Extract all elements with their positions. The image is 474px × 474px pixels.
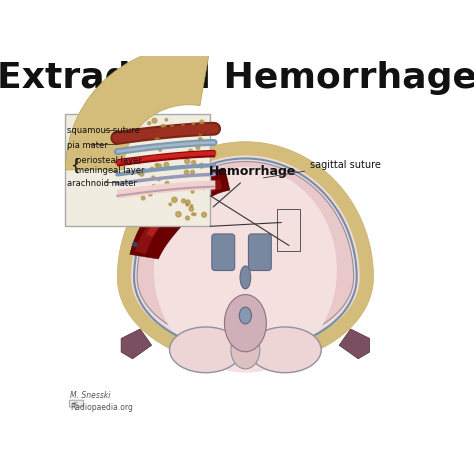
Polygon shape bbox=[135, 179, 222, 254]
Text: sagittal suture: sagittal suture bbox=[264, 160, 381, 178]
FancyBboxPatch shape bbox=[212, 234, 235, 271]
Circle shape bbox=[184, 170, 189, 174]
Ellipse shape bbox=[239, 307, 252, 324]
Circle shape bbox=[169, 203, 172, 206]
Circle shape bbox=[137, 160, 140, 164]
Circle shape bbox=[152, 118, 157, 123]
Circle shape bbox=[165, 182, 169, 185]
Circle shape bbox=[185, 200, 190, 205]
Circle shape bbox=[157, 178, 161, 181]
Circle shape bbox=[145, 218, 149, 222]
FancyBboxPatch shape bbox=[65, 113, 210, 226]
Text: meningeal layer: meningeal layer bbox=[76, 166, 145, 175]
Circle shape bbox=[199, 139, 202, 143]
Circle shape bbox=[191, 191, 194, 193]
Circle shape bbox=[147, 122, 151, 125]
Circle shape bbox=[191, 213, 194, 215]
Ellipse shape bbox=[231, 331, 260, 369]
Polygon shape bbox=[146, 185, 212, 237]
Circle shape bbox=[186, 181, 190, 185]
Circle shape bbox=[165, 118, 168, 121]
Circle shape bbox=[189, 207, 193, 211]
Circle shape bbox=[182, 199, 185, 203]
Circle shape bbox=[168, 154, 173, 159]
Circle shape bbox=[154, 134, 159, 139]
Ellipse shape bbox=[170, 327, 242, 373]
Text: M. Snesski: M. Snesski bbox=[70, 391, 110, 400]
Circle shape bbox=[170, 132, 173, 135]
Text: Radiopaedia.org: Radiopaedia.org bbox=[70, 403, 133, 412]
Text: Hemorrhage: Hemorrhage bbox=[210, 165, 297, 207]
Circle shape bbox=[202, 187, 205, 190]
Circle shape bbox=[201, 141, 205, 145]
Ellipse shape bbox=[249, 327, 321, 373]
Text: arachnoid mater: arachnoid mater bbox=[67, 179, 137, 188]
Circle shape bbox=[176, 211, 181, 217]
Circle shape bbox=[182, 125, 185, 128]
Text: pia mater: pia mater bbox=[67, 141, 108, 150]
Polygon shape bbox=[121, 329, 152, 359]
Circle shape bbox=[199, 164, 204, 168]
Circle shape bbox=[137, 170, 142, 174]
Ellipse shape bbox=[240, 266, 251, 289]
Text: periosteal layer: periosteal layer bbox=[76, 155, 142, 164]
Circle shape bbox=[199, 137, 202, 141]
Circle shape bbox=[181, 155, 185, 159]
Circle shape bbox=[152, 184, 155, 187]
Circle shape bbox=[212, 171, 216, 175]
Polygon shape bbox=[339, 329, 370, 359]
Circle shape bbox=[185, 159, 190, 164]
Polygon shape bbox=[118, 142, 374, 365]
Circle shape bbox=[140, 172, 144, 176]
Wedge shape bbox=[65, 47, 210, 170]
Circle shape bbox=[198, 131, 202, 135]
Circle shape bbox=[148, 192, 152, 196]
Circle shape bbox=[157, 164, 161, 168]
Circle shape bbox=[159, 148, 162, 151]
Polygon shape bbox=[131, 155, 360, 351]
Ellipse shape bbox=[154, 167, 337, 373]
Circle shape bbox=[171, 125, 174, 128]
Circle shape bbox=[141, 196, 145, 200]
Circle shape bbox=[150, 167, 154, 171]
Circle shape bbox=[191, 170, 194, 174]
Circle shape bbox=[165, 131, 169, 135]
Circle shape bbox=[170, 186, 174, 191]
FancyBboxPatch shape bbox=[69, 400, 84, 407]
Circle shape bbox=[192, 123, 194, 125]
Text: Extradural Hemorrhage: Extradural Hemorrhage bbox=[0, 61, 474, 95]
Circle shape bbox=[188, 185, 191, 189]
Polygon shape bbox=[137, 162, 354, 345]
FancyBboxPatch shape bbox=[248, 234, 271, 271]
Circle shape bbox=[161, 125, 164, 128]
Circle shape bbox=[133, 242, 137, 246]
Circle shape bbox=[164, 163, 169, 167]
Circle shape bbox=[193, 213, 196, 216]
Text: {: { bbox=[70, 158, 80, 173]
Ellipse shape bbox=[224, 294, 266, 352]
Circle shape bbox=[191, 205, 193, 207]
Circle shape bbox=[155, 164, 158, 167]
Circle shape bbox=[163, 125, 165, 128]
Circle shape bbox=[186, 203, 189, 206]
Circle shape bbox=[201, 212, 207, 217]
Polygon shape bbox=[130, 168, 230, 259]
Circle shape bbox=[152, 176, 155, 179]
Circle shape bbox=[196, 146, 200, 149]
Circle shape bbox=[163, 197, 167, 201]
Circle shape bbox=[189, 149, 192, 153]
Circle shape bbox=[172, 197, 177, 202]
Circle shape bbox=[200, 120, 204, 124]
Text: cc: cc bbox=[73, 401, 79, 406]
Text: squamous suture: squamous suture bbox=[67, 126, 140, 135]
Circle shape bbox=[191, 161, 196, 164]
Circle shape bbox=[185, 216, 190, 220]
